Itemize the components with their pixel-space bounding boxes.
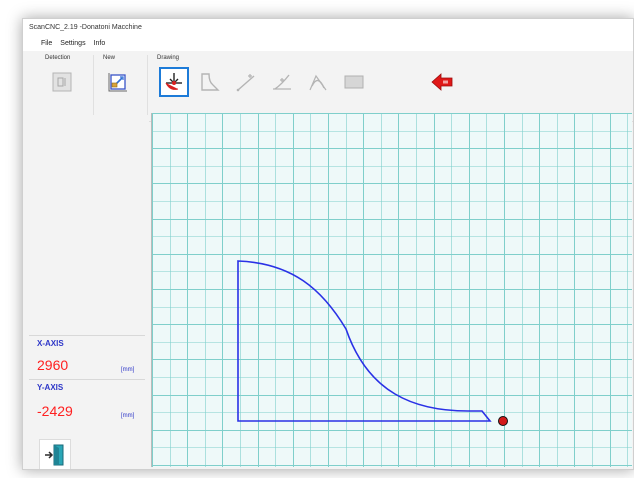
menu-settings[interactable]: Settings <box>60 37 85 51</box>
group-label-drawing: Drawing <box>157 55 179 61</box>
polyline-icon <box>198 70 222 94</box>
group-label-new: New <box>103 55 115 61</box>
rectangle-icon <box>342 70 366 94</box>
app-window: ScanCNC_2.19 -Donatoni Macchine File Set… <box>22 18 634 470</box>
window-title: ScanCNC_2.19 -Donatoni Macchine <box>29 24 142 31</box>
group-label-detection: Detection <box>45 55 70 61</box>
y-axis-unit: [mm] <box>121 413 134 419</box>
new-drawing-icon <box>106 70 130 94</box>
line-point-button[interactable] <box>231 67 261 97</box>
menu-bar: File Settings Info <box>23 37 633 51</box>
drawing-shape-layer <box>152 113 632 467</box>
back-button[interactable] <box>427 67 457 97</box>
arc-point-button[interactable] <box>267 67 297 97</box>
detection-icon <box>50 70 74 94</box>
y-axis-value: -2429 <box>37 403 73 419</box>
polyline-button[interactable] <box>195 67 225 97</box>
exit-button[interactable] <box>39 439 71 470</box>
drawing-canvas[interactable] <box>151 113 632 467</box>
ribbon-toolbar: Detection New Drawing <box>23 51 633 122</box>
line-point-icon <box>234 70 258 94</box>
cut-point-button[interactable] <box>159 67 189 97</box>
x-axis-label: X-AXIS <box>37 339 64 348</box>
curve-button[interactable] <box>303 67 333 97</box>
x-axis-unit: [mm] <box>121 367 134 373</box>
divider <box>29 335 145 336</box>
new-drawing-button[interactable] <box>103 67 133 97</box>
group-divider <box>93 55 94 115</box>
back-arrow-icon <box>430 70 454 94</box>
title-bar: ScanCNC_2.19 -Donatoni Macchine <box>23 19 633 37</box>
detection-button[interactable] <box>47 67 77 97</box>
rectangle-button[interactable] <box>339 67 369 97</box>
coordinates-panel: X-AXIS 2960 [mm] Y-AXIS -2429 [mm] <box>23 121 149 469</box>
curve-icon <box>306 70 330 94</box>
drawn-profile-shape <box>238 261 490 421</box>
cut-point-icon <box>162 70 186 94</box>
menu-info[interactable]: Info <box>94 37 106 51</box>
group-divider <box>147 55 148 115</box>
cursor-point <box>499 417 508 426</box>
exit-door-icon <box>43 443 67 467</box>
y-axis-label: Y-AXIS <box>37 383 63 392</box>
x-axis-value: 2960 <box>37 357 68 373</box>
menu-file[interactable]: File <box>41 37 52 51</box>
arc-point-icon <box>270 70 294 94</box>
divider <box>29 379 145 380</box>
